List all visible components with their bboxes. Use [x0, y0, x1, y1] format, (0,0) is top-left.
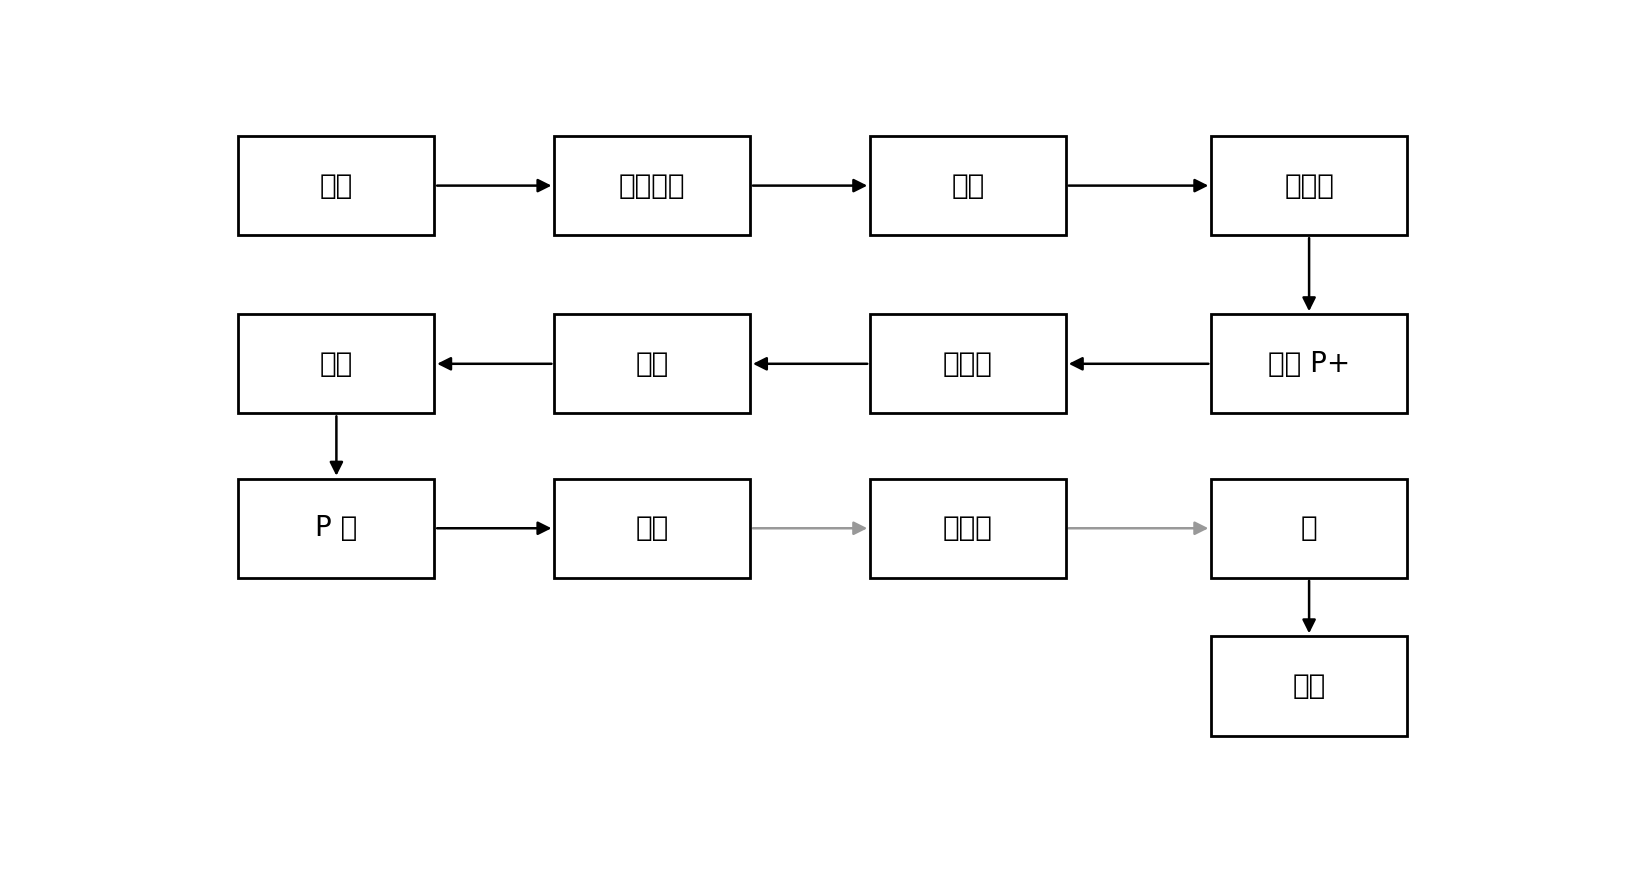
Text: 接触孔: 接触孔: [944, 514, 993, 542]
Text: 栅氧: 栅氧: [636, 350, 668, 377]
Bar: [238, 479, 434, 578]
Bar: [1211, 136, 1407, 235]
Text: 有源区: 有源区: [1284, 172, 1333, 199]
Bar: [238, 314, 434, 414]
Bar: [554, 136, 750, 235]
Bar: [554, 479, 750, 578]
Text: 背面: 背面: [1293, 672, 1325, 700]
Text: 铝: 铝: [1301, 514, 1317, 542]
Bar: [870, 136, 1066, 235]
Text: 磷注入: 磷注入: [944, 350, 993, 377]
Bar: [870, 314, 1066, 414]
Text: 源极: 源极: [636, 514, 668, 542]
Text: 场氧: 场氧: [952, 172, 985, 199]
Bar: [1211, 636, 1407, 735]
Text: 浓硷 P+: 浓硷 P+: [1268, 350, 1350, 377]
Bar: [1211, 479, 1407, 578]
Text: P 阱: P 阱: [315, 514, 357, 542]
Bar: [554, 314, 750, 414]
Bar: [870, 479, 1066, 578]
Text: 均匀外延: 均匀外延: [619, 172, 686, 199]
Text: 投料: 投料: [319, 172, 354, 199]
Bar: [238, 136, 434, 235]
Bar: [1211, 314, 1407, 414]
Text: 多晶: 多晶: [319, 350, 354, 377]
